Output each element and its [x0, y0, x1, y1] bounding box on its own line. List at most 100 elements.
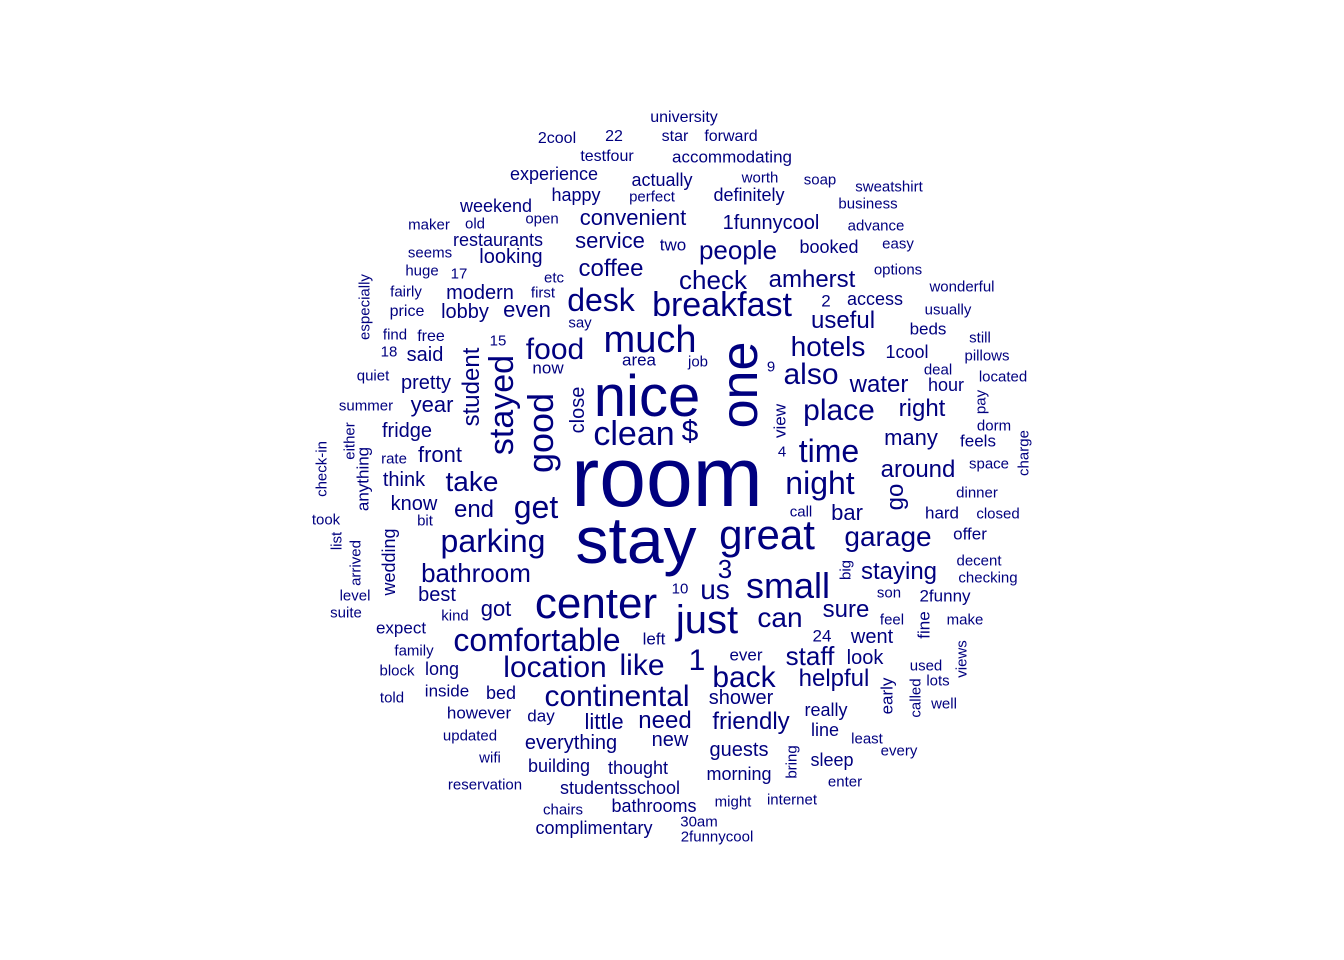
word-year: year: [410, 392, 454, 417]
word-early: early: [877, 677, 897, 715]
word-take: take: [445, 466, 499, 497]
word-parking: parking: [440, 523, 546, 559]
word-access: access: [846, 289, 904, 309]
word-seems: seems: [407, 244, 453, 262]
word-small: small: [745, 565, 831, 606]
word-got: got: [480, 596, 512, 621]
word-perfect: perfect: [629, 188, 675, 206]
word-updated: updated: [442, 727, 498, 745]
word-forward: forward: [704, 128, 758, 145]
word-best: best: [418, 584, 456, 606]
word-fairly: fairly: [390, 283, 422, 301]
word-day: day: [527, 706, 555, 726]
word-student: student: [458, 347, 485, 427]
word-staying: staying: [860, 558, 938, 585]
word-testfour: testfour: [580, 148, 634, 165]
word-enter: enter: [827, 773, 863, 791]
word-usually: usually: [924, 301, 972, 319]
word-open: open: [525, 210, 559, 228]
word-said: said: [406, 344, 444, 366]
word-long: long: [424, 659, 460, 679]
word-one: one: [711, 341, 769, 429]
word-continental: continental: [544, 680, 690, 713]
word-expect: expect: [375, 618, 427, 638]
word-family: family: [394, 642, 434, 660]
word-two: two: [659, 235, 687, 255]
word-look: look: [846, 647, 884, 669]
word-like: like: [619, 649, 665, 682]
word-wedding: wedding: [379, 528, 399, 596]
word-sweatshirt: sweatshirt: [855, 178, 923, 196]
word-price: price: [389, 303, 425, 320]
word-views: views: [953, 640, 971, 678]
word-helpful: helpful: [798, 665, 870, 692]
word-might: might: [714, 793, 752, 811]
word-new: new: [651, 729, 689, 751]
word-1: 1: [688, 644, 706, 677]
word-many: many: [884, 425, 938, 450]
word-suite: suite: [330, 604, 362, 622]
word-24: 24: [812, 626, 832, 646]
word-still: still: [969, 329, 991, 347]
word-huge: huge: [405, 262, 439, 280]
word-nice: nice: [593, 364, 701, 429]
word-water: water: [849, 371, 909, 398]
word-checking: checking: [958, 569, 1018, 587]
word-guests: guests: [709, 739, 769, 761]
word-easy: easy: [882, 235, 914, 253]
word-reservation: reservation: [447, 776, 523, 794]
word-university: university: [650, 109, 718, 126]
word-bar: bar: [831, 500, 863, 525]
word-went: went: [850, 626, 894, 648]
word-inside: inside: [424, 681, 470, 701]
word-go: go: [882, 483, 909, 511]
word-fine: fine: [914, 611, 934, 639]
word-2funnycool: 2funnycool: [680, 828, 754, 846]
word-say: say: [568, 314, 592, 332]
word-desk: desk: [567, 282, 635, 318]
word-advance: advance: [847, 217, 905, 235]
word-around: around: [880, 456, 956, 483]
word-complimentary: complimentary: [535, 818, 653, 838]
word-wonderful: wonderful: [929, 278, 995, 296]
word-chairs: chairs: [542, 801, 584, 819]
word-internet: internet: [766, 791, 818, 809]
word-job: job: [687, 353, 709, 371]
word-comfortable: comfortable: [453, 622, 621, 658]
word-need: need: [638, 707, 692, 734]
word-bring: bring: [783, 745, 801, 779]
word-little: little: [584, 709, 624, 734]
word-dinner: dinner: [956, 484, 998, 502]
word-everything: everything: [524, 732, 618, 754]
word-know: know: [390, 493, 438, 515]
word-useful: useful: [810, 307, 876, 334]
word-make: make: [946, 611, 984, 629]
word-modern: modern: [446, 282, 514, 304]
word-beds: beds: [909, 319, 947, 339]
word-every: every: [880, 742, 918, 760]
word-line: line: [810, 720, 840, 740]
word-now: now: [532, 358, 564, 378]
word-convenient: convenient: [579, 205, 687, 230]
word-least: least: [851, 730, 883, 748]
word-great: great: [719, 511, 815, 558]
word-actually: actually: [631, 170, 693, 190]
word-worth: worth: [741, 169, 779, 187]
word-ever: ever: [729, 645, 763, 665]
word-studentsschool: studentsschool: [559, 778, 681, 798]
word-22: 22: [605, 128, 623, 145]
word-1funnycool: 1funnycool: [722, 212, 820, 234]
word-arrived: arrived: [347, 540, 365, 586]
word-food: food: [525, 333, 585, 366]
word-restaurants: restaurants: [452, 230, 544, 250]
word-30am: 30am: [680, 813, 718, 831]
word-star: star: [661, 128, 689, 145]
word-free: free: [417, 328, 445, 345]
word-people: people: [698, 235, 778, 265]
word-center: center: [534, 579, 658, 628]
word-1cool: 1cool: [885, 342, 929, 362]
word-kind: kind: [441, 607, 469, 625]
word-good: good: [520, 392, 561, 474]
word-list: list: [328, 531, 346, 551]
